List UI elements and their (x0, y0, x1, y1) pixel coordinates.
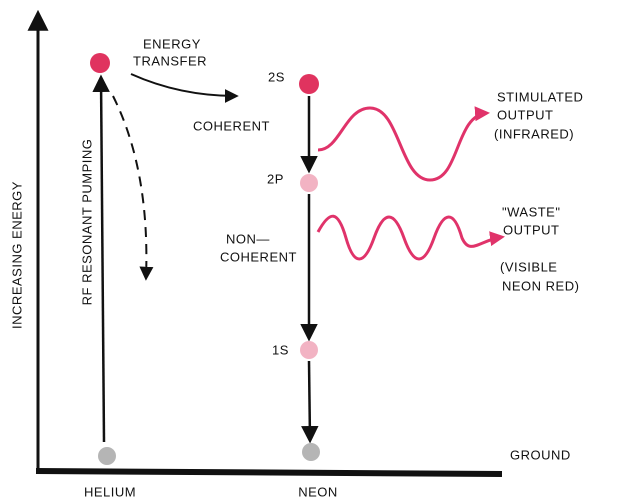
helium-excited (90, 53, 110, 73)
transfer-label: ENERGY (143, 36, 201, 51)
coherent-label: COHERENT (193, 118, 270, 133)
transfer-arrow (130, 73, 239, 103)
stimulated-wave (317, 106, 490, 182)
x-label: HELIUM (84, 484, 136, 499)
ground-label: GROUND (510, 447, 571, 462)
level-2s (299, 74, 319, 94)
transfer-label: TRANSFER (133, 53, 207, 68)
output-label: STIMULATED (497, 89, 583, 104)
output-note: (VISIBLE (500, 259, 557, 274)
pump-arrow (92, 74, 110, 443)
waste-wave (316, 214, 505, 261)
x-label: NEON (298, 484, 338, 499)
noncoherent-label: NON— (226, 231, 270, 246)
ground-arrow (301, 360, 319, 444)
level-2p (300, 174, 318, 192)
output-label: OUTPUT (497, 107, 553, 122)
output-label: "WASTE" (502, 204, 560, 219)
x-axis (35, 468, 503, 477)
helium-ground (98, 447, 116, 465)
output-label: (INFRARED) (494, 126, 574, 141)
decay-arrow (112, 95, 154, 281)
output-label: OUTPUT (503, 222, 559, 237)
y-axis-label: INCREASING ENERGY (9, 181, 24, 329)
output-note: NEON RED) (502, 278, 579, 293)
level-label: 2S (268, 69, 285, 84)
neon-ground (302, 443, 320, 461)
noncoherent-label: COHERENT (220, 249, 297, 264)
level-1s (300, 341, 318, 359)
level-label: 1S (272, 342, 289, 357)
level-label: 2P (267, 171, 284, 186)
pumping-label: RF RESONANT PUMPING (79, 139, 94, 306)
